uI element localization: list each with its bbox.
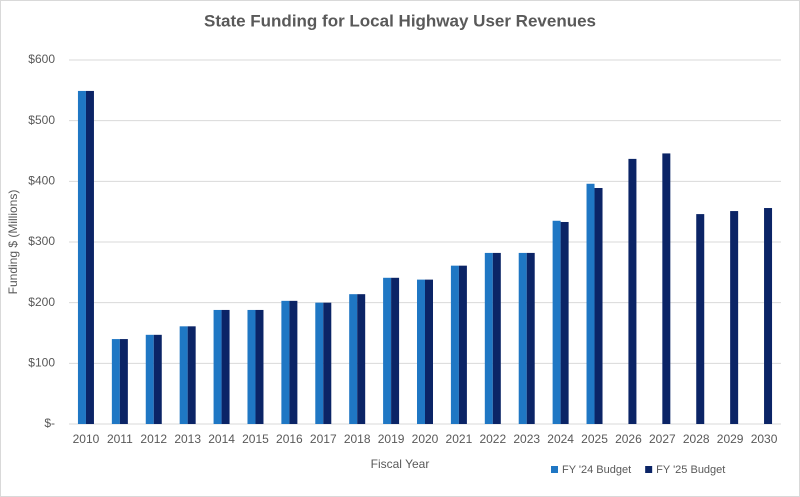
y-tick-label: $400 xyxy=(28,174,55,188)
bar xyxy=(85,90,94,424)
bar xyxy=(315,302,324,424)
x-tick-label: 2011 xyxy=(107,432,133,446)
bar xyxy=(628,158,637,425)
bar xyxy=(586,183,595,424)
bar xyxy=(179,326,188,424)
x-tick-label: 2026 xyxy=(615,432,642,446)
x-tick-label: 2016 xyxy=(276,432,303,446)
legend-label: FY '25 Budget xyxy=(656,464,725,476)
x-tick-label: 2013 xyxy=(174,432,201,446)
x-tick-label: 2029 xyxy=(717,432,744,446)
bar xyxy=(357,294,366,424)
y-axis-label: Funding $ (Millions) xyxy=(6,190,20,295)
bar xyxy=(323,302,332,424)
bar xyxy=(492,252,501,424)
y-tick-label: $300 xyxy=(28,234,55,248)
x-axis-label: Fiscal Year xyxy=(371,457,430,471)
x-tick-label: 2014 xyxy=(208,432,235,446)
x-tick-label: 2021 xyxy=(446,432,473,446)
bar xyxy=(349,294,358,424)
x-tick-label: 2022 xyxy=(479,432,506,446)
y-tick-label: $500 xyxy=(28,113,55,127)
bar xyxy=(425,279,433,424)
bar xyxy=(391,277,400,424)
bar xyxy=(552,220,561,424)
x-tick-label: 2027 xyxy=(649,432,676,446)
legend-label: FY '24 Budget xyxy=(562,464,631,476)
y-tick-label: $200 xyxy=(28,295,55,309)
bar xyxy=(255,309,264,424)
bar xyxy=(594,188,603,424)
x-tick-label: 2025 xyxy=(581,432,608,446)
bar xyxy=(518,252,527,424)
legend-swatch xyxy=(551,466,558,473)
bar xyxy=(213,309,222,424)
bar xyxy=(221,309,230,424)
legend-swatch xyxy=(645,466,653,473)
bar xyxy=(696,214,705,424)
bar xyxy=(417,279,425,424)
y-tick-label: $- xyxy=(44,416,55,430)
bar xyxy=(383,277,392,424)
bar xyxy=(450,265,459,424)
y-tick-label: $600 xyxy=(28,52,55,66)
x-tick-label: 2012 xyxy=(140,432,167,446)
x-tick-label: 2023 xyxy=(513,432,540,446)
bar xyxy=(187,326,196,424)
bar xyxy=(289,300,298,424)
x-tick-label: 2024 xyxy=(547,432,574,446)
bar xyxy=(111,339,120,424)
bar xyxy=(247,309,256,424)
x-tick-label: 2028 xyxy=(683,432,710,446)
bar xyxy=(526,252,535,424)
bar xyxy=(484,252,493,424)
x-tick-label: 2017 xyxy=(310,432,337,446)
bar xyxy=(662,153,671,424)
bar xyxy=(730,211,739,424)
bar xyxy=(77,90,86,424)
x-tick-label: 2020 xyxy=(412,432,439,446)
bar xyxy=(458,265,467,424)
bar xyxy=(281,300,290,424)
bar xyxy=(764,208,773,424)
x-tick-label: 2015 xyxy=(242,432,269,446)
bar xyxy=(560,221,569,424)
x-tick-label: 2018 xyxy=(344,432,371,446)
y-tick-label: $100 xyxy=(28,356,55,370)
bar xyxy=(119,339,128,424)
bar xyxy=(153,334,162,424)
chart-title: State Funding for Local Highway User Rev… xyxy=(204,11,596,30)
x-tick-label: 2019 xyxy=(378,432,405,446)
x-tick-label: 2010 xyxy=(73,432,100,446)
bar xyxy=(145,334,154,424)
x-tick-label: 2030 xyxy=(751,432,778,446)
